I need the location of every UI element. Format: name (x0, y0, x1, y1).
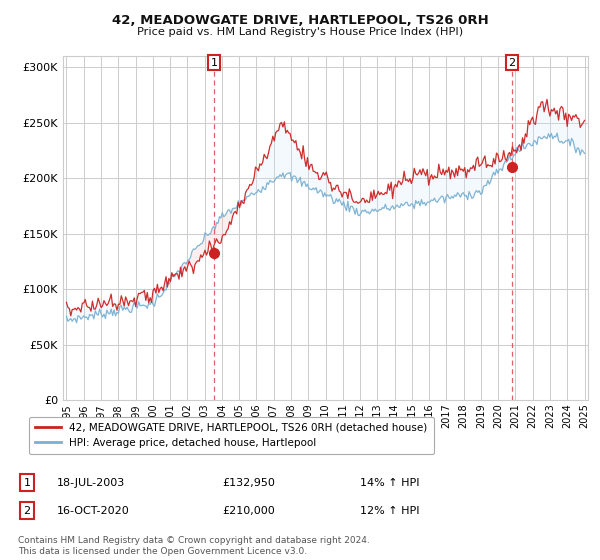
Text: Price paid vs. HM Land Registry's House Price Index (HPI): Price paid vs. HM Land Registry's House … (137, 27, 463, 37)
Text: 1: 1 (211, 58, 217, 68)
Text: 1: 1 (23, 478, 31, 488)
Text: 14% ↑ HPI: 14% ↑ HPI (360, 478, 419, 488)
Legend: 42, MEADOWGATE DRIVE, HARTLEPOOL, TS26 0RH (detached house), HPI: Average price,: 42, MEADOWGATE DRIVE, HARTLEPOOL, TS26 0… (29, 417, 434, 454)
Text: £132,950: £132,950 (222, 478, 275, 488)
Text: 2: 2 (508, 58, 515, 68)
Text: 12% ↑ HPI: 12% ↑ HPI (360, 506, 419, 516)
Text: 18-JUL-2003: 18-JUL-2003 (57, 478, 125, 488)
Text: 2: 2 (23, 506, 31, 516)
Text: 16-OCT-2020: 16-OCT-2020 (57, 506, 130, 516)
Text: 42, MEADOWGATE DRIVE, HARTLEPOOL, TS26 0RH: 42, MEADOWGATE DRIVE, HARTLEPOOL, TS26 0… (112, 14, 488, 27)
Text: £210,000: £210,000 (222, 506, 275, 516)
Text: Contains HM Land Registry data © Crown copyright and database right 2024.
This d: Contains HM Land Registry data © Crown c… (18, 536, 370, 556)
